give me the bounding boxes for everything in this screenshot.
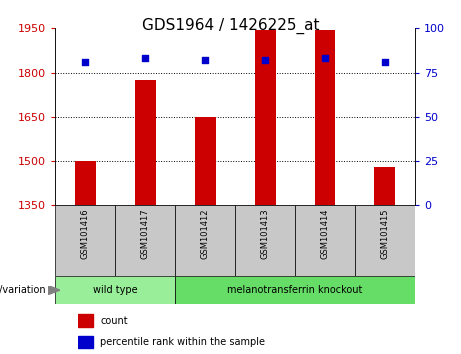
Point <box>381 59 389 65</box>
Text: GSM101416: GSM101416 <box>81 209 90 259</box>
Text: percentile rank within the sample: percentile rank within the sample <box>100 337 266 347</box>
Point <box>142 56 149 61</box>
Bar <box>195 117 216 205</box>
Point <box>82 59 89 65</box>
Text: GSM101415: GSM101415 <box>380 209 390 259</box>
Text: GSM101413: GSM101413 <box>260 209 270 259</box>
Bar <box>235 205 295 276</box>
Point <box>261 57 269 63</box>
Text: GSM101414: GSM101414 <box>320 209 330 259</box>
Polygon shape <box>48 286 60 295</box>
Text: GSM101412: GSM101412 <box>201 209 210 259</box>
Bar <box>55 205 115 276</box>
Text: wild type: wild type <box>93 285 137 295</box>
Bar <box>355 205 415 276</box>
Bar <box>55 276 175 304</box>
Text: count: count <box>100 316 128 326</box>
Bar <box>78 314 93 327</box>
Text: GSM101417: GSM101417 <box>141 209 150 259</box>
Bar <box>175 205 235 276</box>
Bar <box>78 336 93 348</box>
Text: melanotransferrin knockout: melanotransferrin knockout <box>227 285 363 295</box>
Text: genotype/variation: genotype/variation <box>0 285 46 295</box>
Bar <box>295 205 355 276</box>
Bar <box>115 205 175 276</box>
Point <box>321 56 329 61</box>
Bar <box>254 30 276 205</box>
Bar <box>175 276 415 304</box>
Bar <box>314 30 336 205</box>
Text: GDS1964 / 1426225_at: GDS1964 / 1426225_at <box>142 18 319 34</box>
Bar <box>374 167 396 205</box>
Bar <box>75 161 96 205</box>
Point <box>201 57 209 63</box>
Bar <box>135 80 156 205</box>
